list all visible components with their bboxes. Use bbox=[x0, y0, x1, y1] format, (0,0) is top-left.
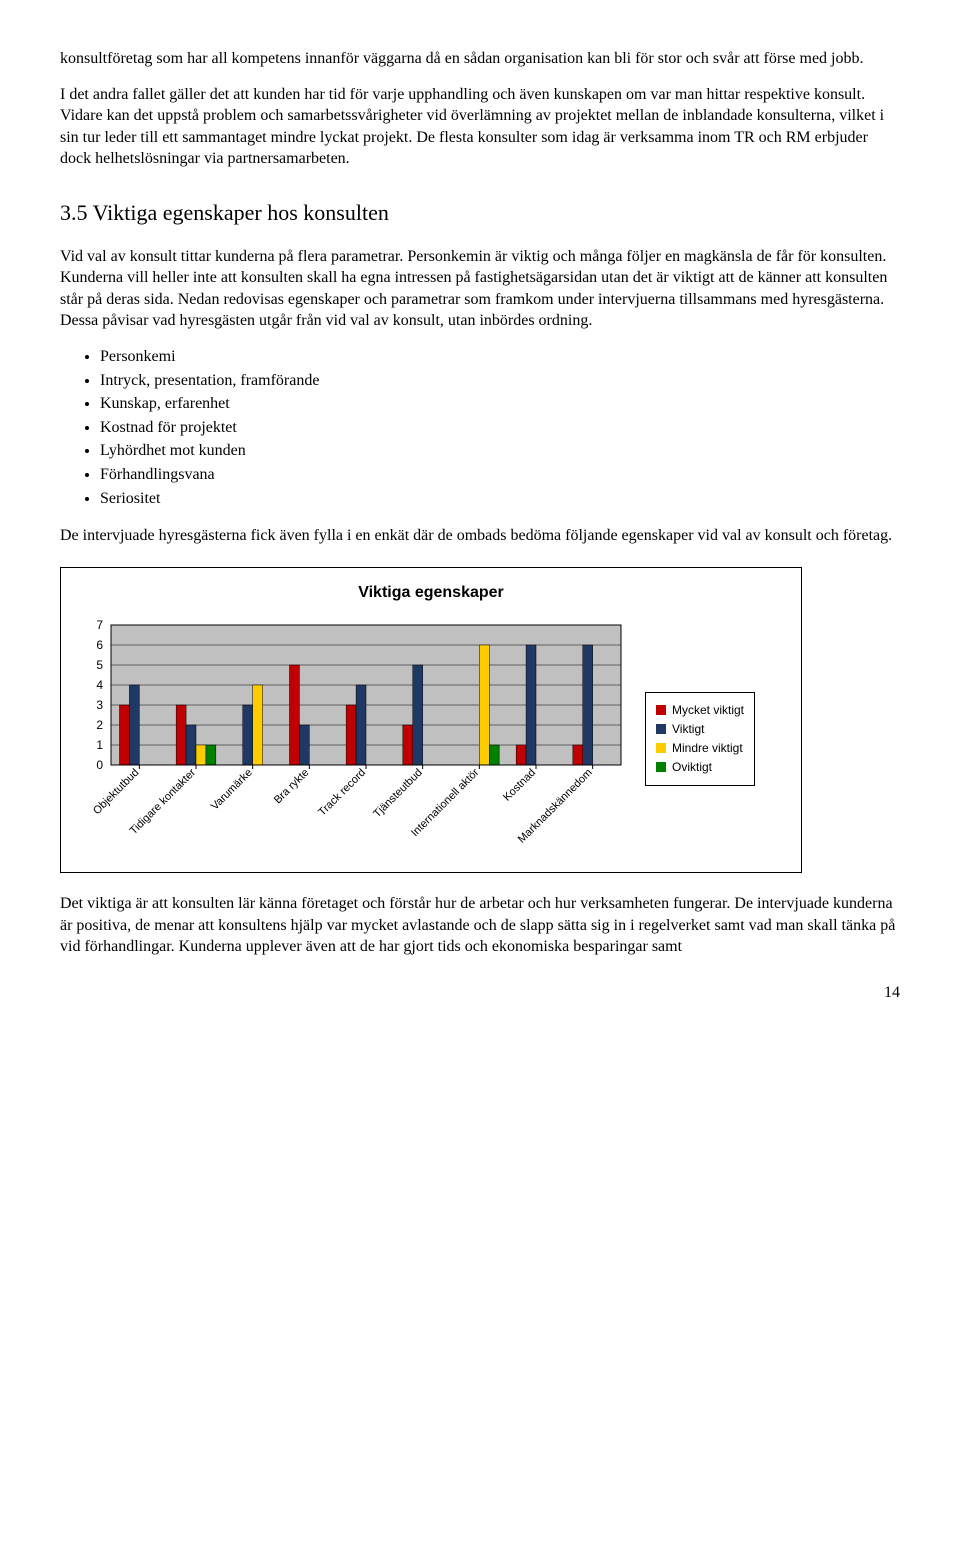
legend-label: Mycket viktigt bbox=[672, 702, 744, 718]
chart-plot: 01234567ObjektutbudTidigare kontakterVar… bbox=[71, 615, 631, 862]
bullet-item: Personkemi bbox=[100, 346, 900, 368]
legend-item: Mycket viktigt bbox=[656, 702, 744, 718]
svg-text:6: 6 bbox=[96, 638, 103, 652]
svg-text:0: 0 bbox=[96, 758, 103, 772]
svg-text:Tjänsteutbud: Tjänsteutbud bbox=[371, 767, 424, 820]
paragraph: De intervjuade hyresgästerna fick även f… bbox=[60, 525, 900, 547]
legend-label: Oviktigt bbox=[672, 759, 712, 775]
bullet-list: PersonkemiIntryck, presentation, framför… bbox=[60, 346, 900, 509]
svg-text:4: 4 bbox=[96, 678, 103, 692]
paragraph: Vid val av konsult tittar kunderna på fl… bbox=[60, 246, 900, 332]
legend-item: Mindre viktigt bbox=[656, 740, 744, 756]
svg-text:Objektutbud: Objektutbud bbox=[91, 767, 141, 817]
legend-label: Viktigt bbox=[672, 721, 704, 737]
svg-text:7: 7 bbox=[96, 618, 103, 632]
paragraph: Det viktiga är att konsulten lär känna f… bbox=[60, 893, 900, 958]
legend-label: Mindre viktigt bbox=[672, 740, 743, 756]
legend-item: Viktigt bbox=[656, 721, 744, 737]
paragraph: I det andra fallet gäller det att kunden… bbox=[60, 84, 900, 170]
bullet-item: Kostnad för projektet bbox=[100, 417, 900, 439]
legend-swatch bbox=[656, 705, 666, 715]
svg-text:3: 3 bbox=[96, 698, 103, 712]
svg-text:Track record: Track record bbox=[316, 767, 368, 819]
bullet-item: Lyhördhet mot kunden bbox=[100, 440, 900, 462]
paragraph: konsultföretag som har all kompetens inn… bbox=[60, 48, 900, 70]
svg-text:Varumärke: Varumärke bbox=[209, 767, 255, 813]
svg-text:5: 5 bbox=[96, 658, 103, 672]
bullet-item: Seriositet bbox=[100, 488, 900, 510]
legend-item: Oviktigt bbox=[656, 759, 744, 775]
legend-swatch bbox=[656, 762, 666, 772]
bullet-item: Intryck, presentation, framförande bbox=[100, 370, 900, 392]
svg-text:1: 1 bbox=[96, 738, 103, 752]
svg-text:Bra rykte: Bra rykte bbox=[272, 767, 312, 807]
bullet-item: Kunskap, erfarenhet bbox=[100, 393, 900, 415]
chart-legend: Mycket viktigt Viktigt Mindre viktigt Ovikt… bbox=[645, 692, 755, 786]
bullet-item: Förhandlingsvana bbox=[100, 464, 900, 486]
legend-swatch bbox=[656, 724, 666, 734]
chart-title: Viktiga egenskaper bbox=[71, 582, 791, 604]
chart-container: Viktiga egenskaper 01234567ObjektutbudTi… bbox=[60, 567, 802, 873]
legend-swatch bbox=[656, 743, 666, 753]
page-number: 14 bbox=[60, 982, 900, 1004]
section-heading: 3.5 Viktiga egenskaper hos konsulten bbox=[60, 198, 900, 228]
svg-text:Kostnad: Kostnad bbox=[501, 767, 538, 804]
svg-text:2: 2 bbox=[96, 718, 103, 732]
